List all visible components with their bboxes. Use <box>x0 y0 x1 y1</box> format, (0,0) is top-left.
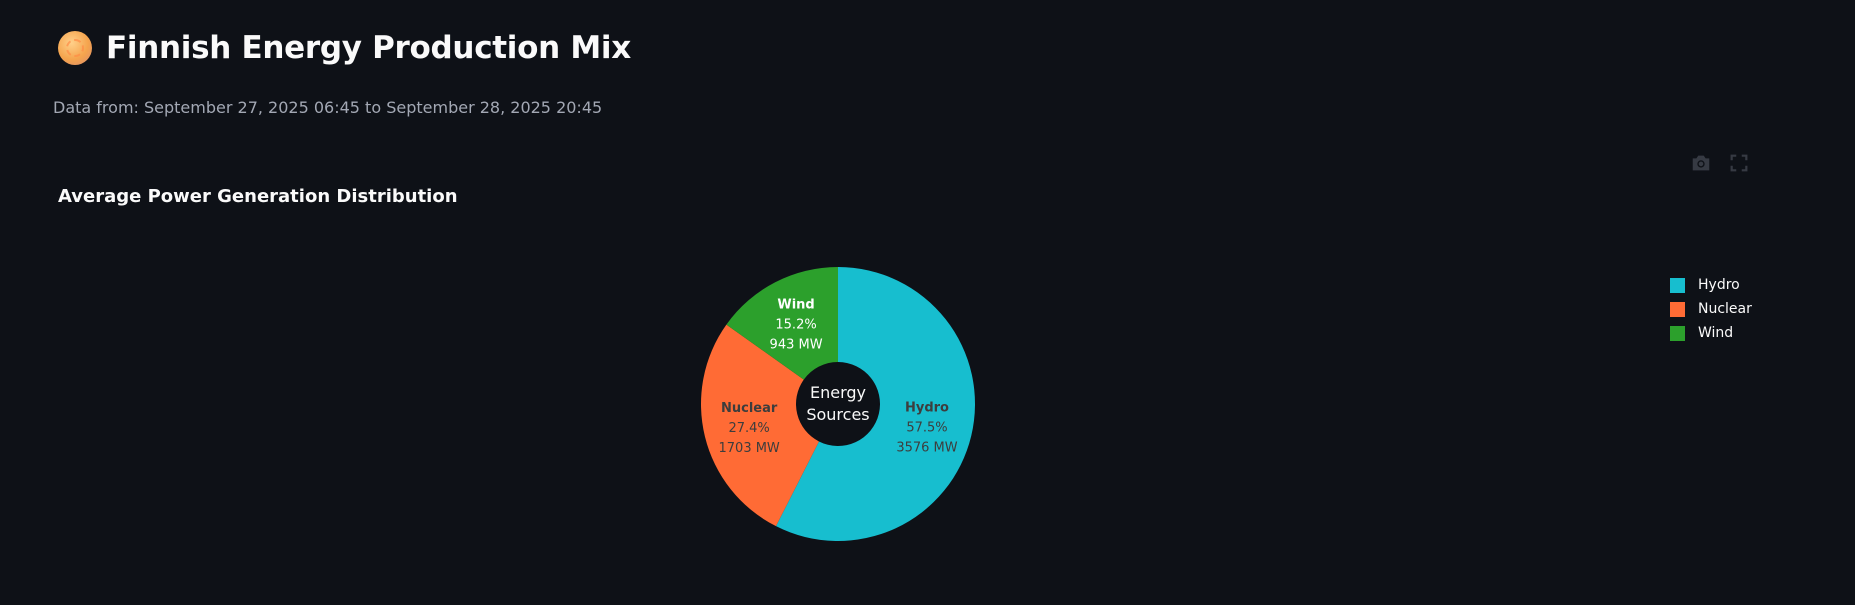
legend-label: Nuclear <box>1698 301 1752 317</box>
slice-name-label: Wind <box>777 298 814 313</box>
center-label-line: Energy <box>810 383 866 402</box>
slice-value-label: 3576 MW <box>896 440 957 455</box>
chart-title: Average Power Generation Distribution <box>58 186 458 207</box>
title-row: Finnish Energy Production Mix <box>58 30 631 66</box>
slice-value-label: 943 MW <box>770 338 823 353</box>
chart-toolbar <box>1690 152 1750 174</box>
legend-label: Hydro <box>1698 277 1740 293</box>
slice-percent-label: 15.2% <box>775 318 816 333</box>
slice-percent-label: 57.5% <box>906 420 947 435</box>
fullscreen-icon[interactable] <box>1728 152 1750 174</box>
slice-name-label: Nuclear <box>721 401 778 416</box>
legend-swatch <box>1670 301 1685 317</box>
pie-slice-hydro[interactable] <box>776 267 975 541</box>
donut-hole <box>797 363 879 445</box>
legend-item-wind[interactable]: Wind <box>1670 324 1752 342</box>
slice-label-wind: Wind 15.2% 943 MW <box>770 298 823 353</box>
center-label-line: Sources <box>806 405 869 424</box>
pie-slice-nuclear[interactable] <box>700 324 819 527</box>
slice-value-label: 1703 MW <box>719 441 780 456</box>
chart-legend: Hydro Nuclear Wind <box>1670 276 1752 342</box>
legend-swatch <box>1670 277 1685 293</box>
slice-label-nuclear: Nuclear 27.4% 1703 MW <box>719 401 780 456</box>
page-title: Finnish Energy Production Mix <box>106 30 631 66</box>
date-range-subtitle: Data from: September 27, 2025 06:45 to S… <box>53 98 603 117</box>
legend-swatch <box>1670 325 1685 341</box>
slice-label-hydro: Hydro 57.5% 3576 MW <box>896 400 957 455</box>
slice-percent-label: 27.4% <box>728 421 769 436</box>
legend-item-nuclear[interactable]: Nuclear <box>1670 300 1752 318</box>
legend-item-hydro[interactable]: Hydro <box>1670 276 1752 294</box>
legend-label: Wind <box>1698 325 1734 341</box>
pie-slice-wind[interactable] <box>726 267 838 380</box>
sun-globe-icon <box>58 31 92 65</box>
slice-name-label: Hydro <box>905 400 949 415</box>
camera-icon[interactable] <box>1690 152 1712 174</box>
